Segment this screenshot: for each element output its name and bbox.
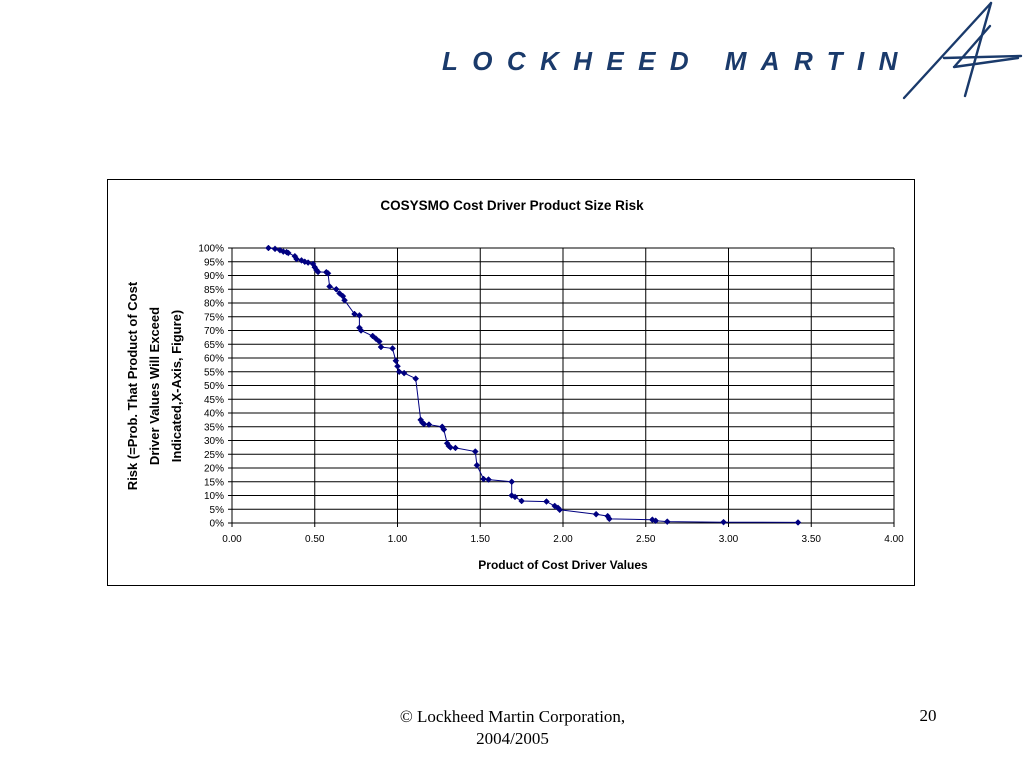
data-point	[485, 476, 492, 483]
data-point	[592, 510, 600, 518]
data-point	[314, 268, 322, 276]
page-number: 20	[919, 706, 937, 725]
y-tick-label: 0%	[210, 519, 225, 530]
x-tick-label: 0.00	[222, 534, 242, 545]
x-tick-label: 3.00	[719, 534, 739, 545]
y-tick-label: 60%	[204, 354, 224, 365]
y-tick-label: 85%	[204, 285, 224, 296]
x-axis-label: Product of Cost Driver Values	[478, 558, 648, 572]
x-tick-label: 3.50	[802, 534, 822, 545]
footer-copyright: © Lockheed Martin Corporation, 2004/2005	[340, 706, 685, 750]
data-point	[389, 345, 396, 352]
data-point	[332, 285, 340, 293]
y-tick-label: 100%	[198, 244, 224, 255]
chart-title: COSYSMO Cost Driver Product Size Risk	[380, 198, 644, 213]
y-tick-label: 35%	[204, 422, 224, 433]
y-tick-label: 55%	[204, 367, 224, 378]
y-tick-label: 15%	[204, 477, 224, 488]
x-tick-label: 1.50	[471, 534, 491, 545]
y-tick-label: 10%	[204, 491, 224, 502]
data-point	[394, 362, 401, 370]
y-tick-label: 90%	[204, 271, 224, 282]
risk-chart: COSYSMO Cost Driver Product Size Risk Pr…	[125, 198, 904, 572]
y-tick-label: 75%	[204, 312, 224, 323]
chart-frame: COSYSMO Cost Driver Product Size Risk Pr…	[107, 179, 915, 586]
y-tick-label: 80%	[204, 299, 224, 310]
y-tick-label: 5%	[210, 505, 225, 516]
data-point	[400, 369, 408, 377]
data-point	[326, 283, 333, 290]
data-point	[351, 310, 358, 318]
data-point	[357, 327, 365, 334]
x-tick-label: 0.50	[305, 534, 325, 545]
y-tick-label: 65%	[204, 340, 224, 351]
data-point	[794, 519, 802, 526]
data-point	[284, 249, 292, 257]
y-tick-label: 70%	[204, 326, 224, 337]
copyright-line-2: 2004/2005	[476, 729, 549, 748]
data-point	[324, 269, 332, 277]
y-tick-label: 45%	[204, 395, 224, 406]
data-point	[480, 475, 487, 483]
data-point	[663, 518, 671, 525]
y-axis-label-line-2: Driver Values Will Exceed	[147, 307, 162, 465]
y-tick-label: 95%	[204, 257, 224, 268]
data-point	[420, 420, 428, 428]
copyright-line-1: © Lockheed Martin Corporation,	[399, 707, 626, 726]
x-tick-label: 1.00	[388, 534, 408, 545]
data-point	[473, 461, 481, 469]
data-point	[652, 517, 660, 525]
x-tick-label: 2.00	[553, 534, 573, 545]
y-tick-label: 25%	[204, 450, 224, 461]
data-point	[511, 493, 519, 501]
y-tick-label: 30%	[204, 436, 224, 447]
data-point	[356, 312, 363, 319]
data-point	[375, 338, 383, 345]
y-tick-label: 40%	[204, 409, 224, 420]
data-point	[720, 518, 727, 526]
y-tick-label: 50%	[204, 381, 224, 392]
data-point	[471, 448, 479, 455]
data-point	[605, 515, 613, 523]
lockheed-martin-star-icon	[902, 1, 1023, 100]
data-point	[341, 296, 348, 304]
data-point	[412, 375, 420, 382]
data-point	[395, 368, 403, 376]
y-tick-label: 20%	[204, 464, 224, 475]
data-point	[265, 244, 272, 252]
data-point	[392, 357, 400, 365]
data-point	[293, 255, 300, 263]
data-point	[271, 245, 279, 253]
data-point	[304, 259, 312, 266]
data-point	[452, 444, 459, 452]
y-axis-label-line-1: Risk (=Prob. That Product of Cost	[125, 281, 140, 490]
data-point	[440, 426, 448, 433]
x-tick-label: 2.50	[636, 534, 656, 545]
data-point	[425, 421, 433, 428]
data-point	[508, 478, 516, 486]
data-point	[543, 498, 550, 505]
data-point	[377, 343, 385, 351]
logo-text: LOCKHEED MARTIN	[442, 46, 912, 76]
data-point	[556, 506, 564, 514]
data-point	[447, 444, 454, 451]
data-point	[518, 497, 525, 505]
x-tick-label: 4.00	[884, 534, 904, 545]
y-axis-label-line-3: Indicated,X-Axis, Figure)	[169, 310, 184, 462]
